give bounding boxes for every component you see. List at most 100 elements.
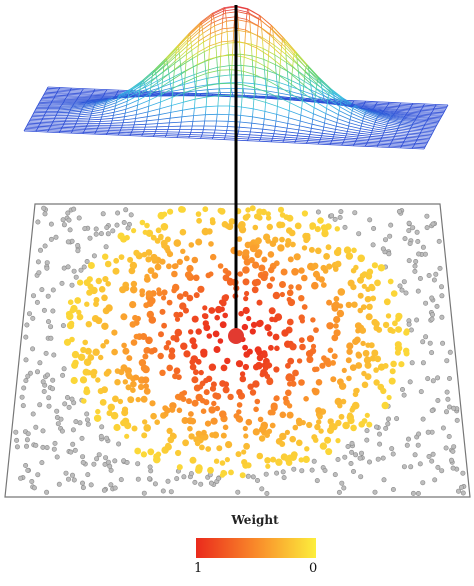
mesh-line xyxy=(313,107,315,114)
mesh-line xyxy=(413,144,415,147)
weighted-point xyxy=(176,293,184,300)
mesh-line xyxy=(244,42,257,49)
mesh-line xyxy=(169,112,172,119)
weighted-point xyxy=(355,351,362,358)
weighted-point xyxy=(360,304,367,310)
mesh-line xyxy=(136,111,149,115)
mesh-line xyxy=(30,117,32,120)
mesh-line xyxy=(437,122,439,125)
mesh-line xyxy=(82,106,84,109)
mesh-line xyxy=(207,59,210,73)
background-point xyxy=(35,259,41,265)
mesh-line xyxy=(189,132,192,135)
weighted-point xyxy=(103,370,110,377)
mesh-line xyxy=(106,99,108,102)
background-point xyxy=(447,349,453,355)
weighted-point xyxy=(268,307,276,315)
mesh-line xyxy=(232,27,235,41)
mesh-line xyxy=(158,88,160,92)
mesh-line xyxy=(203,41,205,52)
background-point xyxy=(394,416,400,422)
weighted-point xyxy=(245,462,252,469)
background-point xyxy=(420,244,426,250)
mesh-line xyxy=(255,61,268,69)
weighted-point xyxy=(333,316,341,324)
mesh-line xyxy=(321,88,323,93)
weighted-point xyxy=(140,451,147,458)
mesh-line xyxy=(362,104,364,107)
mesh-line xyxy=(434,107,446,110)
mesh-line xyxy=(323,126,336,130)
mesh-line xyxy=(194,106,207,109)
weighted-point xyxy=(181,417,189,424)
mesh-line xyxy=(194,81,196,87)
weighted-point xyxy=(101,294,108,302)
mesh-line xyxy=(393,113,406,116)
mesh-line xyxy=(142,69,155,81)
mesh-line xyxy=(145,89,148,93)
background-point xyxy=(48,221,54,227)
mesh-line xyxy=(388,120,401,124)
mesh-line xyxy=(349,122,362,127)
mesh-line xyxy=(266,79,279,88)
mesh-line xyxy=(329,144,342,146)
mesh-line xyxy=(409,108,422,110)
mesh-line xyxy=(51,125,63,127)
mesh-line xyxy=(146,116,148,121)
mesh-line xyxy=(60,128,62,131)
mesh-line xyxy=(83,131,96,134)
mesh-line xyxy=(373,106,375,108)
weighted-point xyxy=(269,276,275,282)
weighted-point xyxy=(335,419,342,427)
background-point xyxy=(56,481,62,487)
mesh-line xyxy=(273,135,285,138)
weighted-point xyxy=(333,329,341,337)
mesh-line xyxy=(92,107,94,110)
mesh-line xyxy=(398,124,401,126)
mesh-line xyxy=(246,19,259,26)
weighted-point xyxy=(226,223,234,231)
mesh-line xyxy=(346,128,349,132)
weighted-point xyxy=(279,236,285,243)
mesh-line xyxy=(382,111,395,114)
mesh-line xyxy=(372,108,374,110)
mesh-line xyxy=(408,129,410,132)
background-point xyxy=(91,461,97,467)
mesh-line xyxy=(398,105,400,107)
weighted-point xyxy=(346,342,354,350)
weighted-point xyxy=(82,368,90,376)
background-point xyxy=(115,210,121,216)
background-point xyxy=(385,416,391,422)
mesh-line xyxy=(381,111,384,113)
background-point xyxy=(311,458,317,464)
weighted-point xyxy=(347,417,355,425)
mesh-line xyxy=(434,105,436,108)
mesh-line xyxy=(43,95,55,97)
background-point xyxy=(59,428,65,434)
mesh-line xyxy=(310,84,323,93)
mesh-line xyxy=(194,88,197,100)
mesh-line xyxy=(402,120,414,123)
mesh-line xyxy=(194,99,196,109)
mesh-line xyxy=(231,69,244,72)
weighted-point xyxy=(380,387,387,395)
weighted-point xyxy=(279,432,287,441)
mesh-line xyxy=(62,101,65,103)
weighted-point xyxy=(330,376,337,383)
background-point xyxy=(414,229,420,235)
mesh-line xyxy=(183,88,196,94)
mesh-line xyxy=(51,122,53,125)
mesh-line xyxy=(360,125,362,129)
mesh-line xyxy=(148,100,150,107)
mesh-line xyxy=(395,133,408,135)
background-point xyxy=(444,358,450,364)
mesh-line xyxy=(228,53,241,56)
mesh-line xyxy=(192,66,195,75)
weighted-point xyxy=(156,287,162,293)
mesh-line xyxy=(181,74,195,80)
mesh-line xyxy=(56,91,58,93)
weighted-point xyxy=(390,360,397,368)
weighted-point xyxy=(145,336,153,345)
background-point xyxy=(66,217,72,223)
mesh-line xyxy=(351,103,364,106)
